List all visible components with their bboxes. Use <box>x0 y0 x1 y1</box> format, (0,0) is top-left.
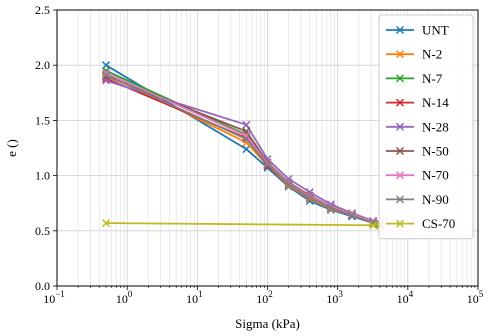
data-point <box>369 221 378 230</box>
legend-label: N-14 <box>422 95 449 110</box>
legend-item: N-2 <box>386 47 442 62</box>
legend-marker <box>395 74 405 83</box>
series-n-90 <box>102 71 384 230</box>
data-point <box>242 120 251 129</box>
y-tick-label: 2.5 <box>35 3 50 17</box>
legend-box <box>378 14 474 240</box>
data-point <box>305 193 314 202</box>
x-tick-label: 101 <box>186 289 203 306</box>
legend-item: N-28 <box>386 119 449 134</box>
y-tick-label: 2.0 <box>35 58 50 72</box>
data-point <box>242 145 251 154</box>
legend-marker <box>395 50 405 59</box>
legend-label: N-28 <box>422 119 449 134</box>
legend-marker <box>395 25 405 35</box>
series-cs-70 <box>102 219 384 230</box>
series-n-50 <box>102 72 384 229</box>
x-tick-label: 102 <box>256 289 273 306</box>
legend-marker <box>395 219 405 228</box>
x-tick-label: 105 <box>467 289 484 306</box>
legend-item: N-14 <box>386 95 449 110</box>
legend-marker <box>395 171 405 180</box>
series-n-28 <box>102 76 384 229</box>
data-point <box>242 135 251 144</box>
series-n-70 <box>102 68 384 230</box>
legend-item: CS-70 <box>386 216 455 231</box>
y-tick-label: 1.5 <box>35 113 50 127</box>
series-line <box>105 74 381 227</box>
series-line <box>105 75 381 226</box>
legend-item: N-50 <box>386 144 449 159</box>
data-point <box>102 219 111 228</box>
data-point <box>284 180 293 189</box>
legend-item: N-7 <box>386 71 443 86</box>
data-point <box>102 71 111 80</box>
legend-label: UNT <box>422 23 449 38</box>
legend-label: CS-70 <box>422 216 455 231</box>
legend-item: N-90 <box>386 192 449 207</box>
data-point <box>326 203 335 212</box>
legend-label: N-90 <box>422 192 449 207</box>
legend-label: N-70 <box>422 168 449 183</box>
legend-label: N-2 <box>422 47 442 62</box>
legend-marker <box>395 122 405 131</box>
x-tick-label: 104 <box>397 289 414 306</box>
y-tick-label: 1.0 <box>35 169 50 183</box>
x-axis-label: Sigma (kPa) <box>235 316 300 331</box>
legend-marker <box>395 98 405 107</box>
legend-label: N-7 <box>422 71 443 86</box>
series-lines <box>102 61 384 230</box>
x-tick-label: 103 <box>326 289 343 306</box>
legend-marker <box>395 195 405 204</box>
y-tick-label: 0.5 <box>35 224 50 238</box>
legend-label: N-50 <box>422 144 449 159</box>
legend-item: UNT <box>386 23 449 38</box>
legend-item: N-70 <box>386 168 449 183</box>
legend: UNT N-2 N-7 N-14 N-28 N-50 N-70 N-90 CS-70 <box>378 14 474 240</box>
series-line <box>106 222 380 227</box>
data-point <box>347 211 357 220</box>
y-axis-label: e () <box>4 139 19 157</box>
data-point <box>263 160 272 169</box>
x-tick-label: 100 <box>116 289 133 306</box>
legend-marker <box>395 146 405 156</box>
y-tick-label: 0.0 <box>35 279 50 293</box>
